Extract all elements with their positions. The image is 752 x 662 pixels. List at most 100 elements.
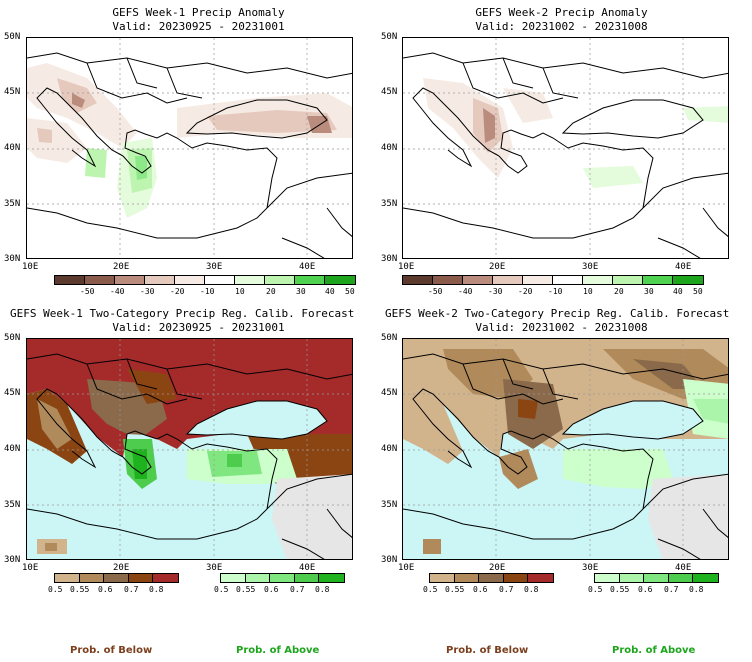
panel2-lon-10e: 10E bbox=[398, 262, 415, 272]
panel2-anomaly-field bbox=[403, 38, 728, 258]
panel2-cbar-label: -10 bbox=[548, 287, 563, 296]
panel1-cbar-label: 40 bbox=[325, 287, 335, 296]
panel2-cbar-label: 20 bbox=[614, 287, 624, 296]
panel2-cbar-label: -40 bbox=[458, 287, 473, 296]
panel4-above-colorbar bbox=[594, 573, 719, 583]
panel2-cbar-label: -50 bbox=[428, 287, 443, 296]
panel1-colorbar bbox=[54, 275, 356, 285]
panel1-cbar-label: -50 bbox=[80, 287, 95, 296]
panel2-colorbar bbox=[402, 275, 704, 285]
panel3-lat-35n: 35N bbox=[4, 500, 21, 510]
panel3-below-label: 0.55 bbox=[70, 585, 90, 594]
panel4-below-label: 0.6 bbox=[473, 585, 488, 594]
panel4-below-label: 0.55 bbox=[445, 585, 465, 594]
panel3-above-colorbar bbox=[220, 573, 345, 583]
panel4-lon-30e: 30E bbox=[582, 563, 599, 573]
panel1-lat-40n: 40N bbox=[4, 143, 21, 153]
panel4-above-label: 0.8 bbox=[689, 585, 704, 594]
panel1-title: GEFS Week-1 Precip Anomaly bbox=[112, 6, 285, 19]
panel1-lon-30e: 30E bbox=[206, 262, 223, 272]
panel4-below-label: 0.7 bbox=[499, 585, 514, 594]
panel1-cbar-label: 50 bbox=[345, 287, 355, 296]
panel4-above-label: 0.5 bbox=[588, 585, 603, 594]
panel3-prob-below-title: Prob. of Below bbox=[70, 645, 153, 656]
panel3-above-label: 0.5 bbox=[214, 585, 229, 594]
panel1-cbar-label: -30 bbox=[140, 287, 155, 296]
panel3-lat-30n: 30N bbox=[4, 555, 21, 565]
panel4-above-label: 0.7 bbox=[664, 585, 679, 594]
panel1-cbar-label: 10 bbox=[235, 287, 245, 296]
panel2-lat-35n: 35N bbox=[381, 199, 398, 209]
panel4-below-colorbar bbox=[429, 573, 554, 583]
panel2-cbar-label: -30 bbox=[488, 287, 503, 296]
panel4-lat-40n: 40N bbox=[381, 444, 398, 454]
panel3-lat-40n: 40N bbox=[4, 444, 21, 454]
panel4-lat-50n: 50N bbox=[381, 333, 398, 343]
panel3-probability-field bbox=[27, 339, 352, 559]
panel4-lat-35n: 35N bbox=[381, 500, 398, 510]
panel4-lon-20e: 20E bbox=[489, 563, 506, 573]
panel3-below-colorbar bbox=[54, 573, 179, 583]
panel1-cbar-label: 30 bbox=[296, 287, 306, 296]
panel3-lat-50n: 50N bbox=[4, 333, 21, 343]
panel2-lat-45n: 45N bbox=[381, 87, 398, 97]
panel3-above-label: 0.6 bbox=[264, 585, 279, 594]
panel1-anomaly-field bbox=[27, 38, 352, 258]
panel1-lon-10e: 10E bbox=[22, 262, 39, 272]
panel4-lat-45n: 45N bbox=[381, 388, 398, 398]
panel3-lon-30e: 30E bbox=[206, 563, 223, 573]
panel2-cbar-label: 30 bbox=[644, 287, 654, 296]
panel1-cbar-label: -10 bbox=[200, 287, 215, 296]
panel3-below-label: 0.7 bbox=[124, 585, 139, 594]
panel4-map bbox=[402, 338, 729, 560]
panel1-lat-50n: 50N bbox=[4, 32, 21, 42]
panel4-probability-field bbox=[403, 339, 728, 559]
panel3-lon-20e: 20E bbox=[113, 563, 130, 573]
panel1-cbar-label: -40 bbox=[110, 287, 125, 296]
panel2-map bbox=[402, 37, 729, 259]
panel1-valid: Valid: 20230925 - 20231001 bbox=[112, 20, 285, 33]
panel2-lon-20e: 20E bbox=[489, 262, 506, 272]
panel2-cbar-label: 50 bbox=[693, 287, 703, 296]
panel2-lat-50n: 50N bbox=[381, 32, 398, 42]
panel2-valid: Valid: 20231002 - 20231008 bbox=[475, 20, 648, 33]
panel4-below-label: 0.5 bbox=[423, 585, 438, 594]
panel1-lat-30n: 30N bbox=[4, 254, 21, 264]
panel3-map bbox=[26, 338, 353, 560]
panel3-below-label: 0.6 bbox=[98, 585, 113, 594]
panel2-lat-30n: 30N bbox=[381, 254, 398, 264]
panel4-above-label: 0.55 bbox=[610, 585, 630, 594]
panel3-above-label: 0.55 bbox=[236, 585, 256, 594]
panel4-prob-above-title: Prob. of Above bbox=[612, 645, 696, 656]
panel3-lon-40e: 40E bbox=[299, 563, 316, 573]
panel4-below-label: 0.8 bbox=[524, 585, 539, 594]
panel2-cbar-label: 40 bbox=[673, 287, 683, 296]
panel2-lon-40e: 40E bbox=[675, 262, 692, 272]
panel1-lon-20e: 20E bbox=[113, 262, 130, 272]
panel2-lat-40n: 40N bbox=[381, 143, 398, 153]
panel4-lon-10e: 10E bbox=[398, 563, 415, 573]
panel3-above-label: 0.8 bbox=[315, 585, 330, 594]
panel2-title: GEFS Week-2 Precip Anomaly bbox=[475, 6, 648, 19]
panel4-lat-30n: 30N bbox=[381, 555, 398, 565]
panel3-below-label: 0.5 bbox=[48, 585, 63, 594]
panel3-prob-above-title: Prob. of Above bbox=[236, 645, 320, 656]
panel3-lat-45n: 45N bbox=[4, 388, 21, 398]
panel4-above-label: 0.6 bbox=[638, 585, 653, 594]
panel4-prob-below-title: Prob. of Below bbox=[446, 645, 529, 656]
panel1-cbar-label: 20 bbox=[266, 287, 276, 296]
panel4-valid: Valid: 20231002 - 20231008 bbox=[475, 321, 648, 334]
panel1-cbar-label: -20 bbox=[170, 287, 185, 296]
panel1-lat-35n: 35N bbox=[4, 199, 21, 209]
panel4-lon-40e: 40E bbox=[675, 563, 692, 573]
panel3-below-label: 0.8 bbox=[149, 585, 164, 594]
panel1-lon-40e: 40E bbox=[299, 262, 316, 272]
panel2-cbar-label: 10 bbox=[583, 287, 593, 296]
panel1-lat-45n: 45N bbox=[4, 87, 21, 97]
panel3-above-label: 0.7 bbox=[290, 585, 305, 594]
panel3-lon-10e: 10E bbox=[22, 563, 39, 573]
panel3-title: GEFS Week-1 Two-Category Precip Reg. Cal… bbox=[10, 307, 355, 320]
panel1-map bbox=[26, 37, 353, 259]
panel4-title: GEFS Week-2 Two-Category Precip Reg. Cal… bbox=[385, 307, 730, 320]
panel2-lon-30e: 30E bbox=[582, 262, 599, 272]
